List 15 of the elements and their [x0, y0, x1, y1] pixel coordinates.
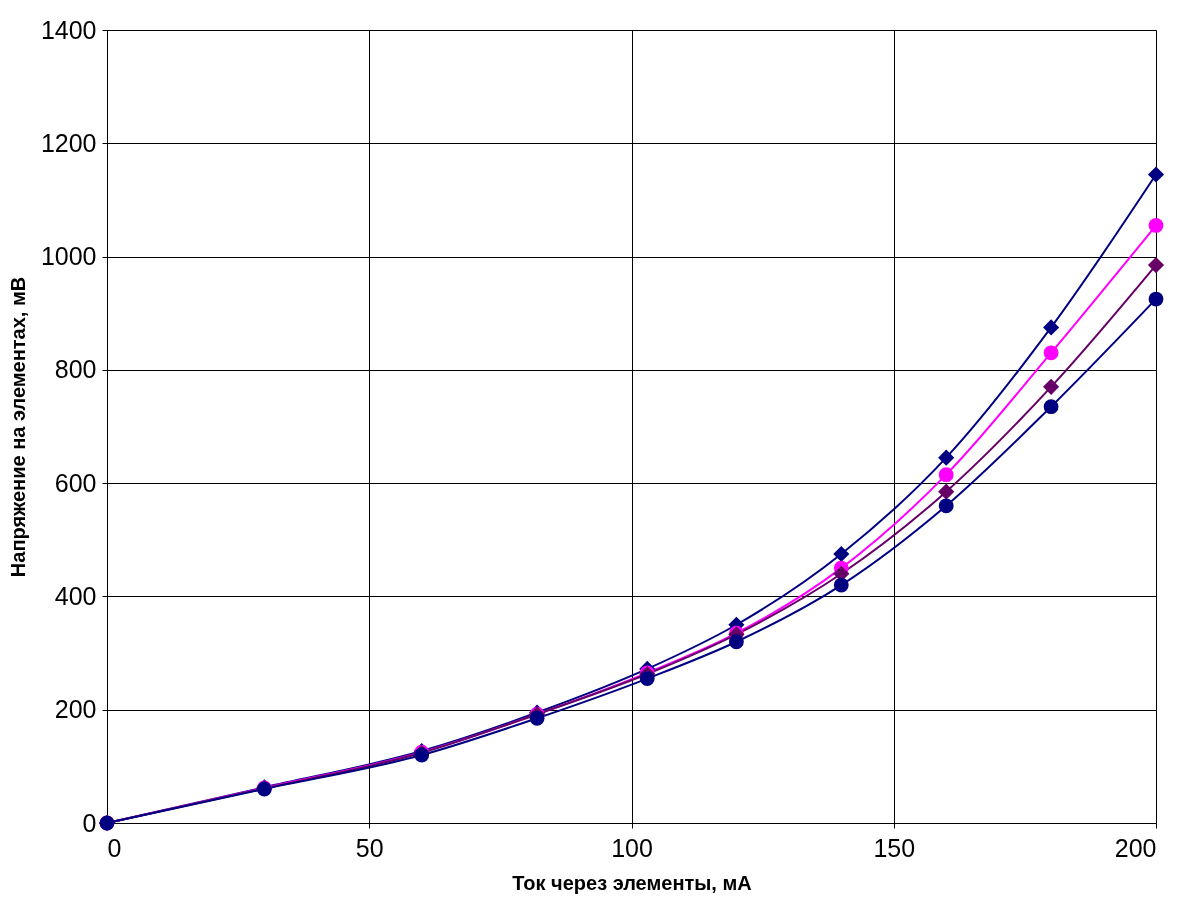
x-tick-label: 0 [107, 833, 122, 862]
y-tick-label: 800 [54, 355, 97, 384]
x-axis-title: Ток через элементы, мА [512, 871, 752, 894]
y-tick-label: 1000 [40, 242, 97, 271]
y-tick-label: 400 [54, 581, 97, 610]
y-tick-label: 0 [82, 808, 97, 837]
x-tick-label: 200 [1114, 833, 1157, 862]
y-tick-label: 1400 [40, 15, 97, 44]
x-tick-label: 50 [355, 833, 384, 862]
y-tick-label: 1200 [40, 128, 97, 157]
x-tick-label: 100 [611, 833, 653, 862]
y-tick-label: 200 [54, 695, 97, 724]
y-tick-label: 600 [54, 468, 97, 497]
y-axis-title: Напряжение на элементах, мВ [6, 276, 29, 578]
x-tick-label: 150 [873, 833, 916, 862]
